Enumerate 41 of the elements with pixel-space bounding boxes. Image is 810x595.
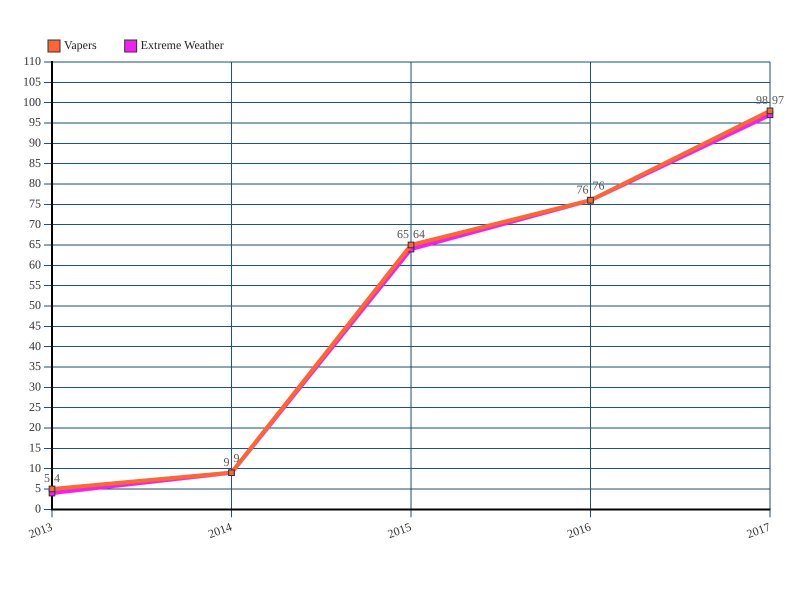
y-tick-label: 25 — [29, 400, 41, 414]
y-tick-label: 10 — [29, 460, 41, 475]
x-tick-label: 2017 — [744, 520, 772, 542]
y-tick-label: 30 — [29, 379, 41, 394]
data-label: 9 — [224, 454, 230, 469]
data-label: 5 — [44, 471, 50, 486]
y-tick-label: 105 — [23, 74, 41, 88]
y-tick-label: 20 — [29, 420, 41, 434]
point — [766, 107, 774, 114]
y-tick-label: 75 — [29, 196, 41, 210]
data-label: 97 — [772, 93, 784, 108]
y-tick-label: 15 — [29, 440, 41, 454]
x-tick-label: 2015 — [386, 520, 414, 542]
y-tick-label: 45 — [29, 318, 41, 332]
y-tick-label: 85 — [29, 156, 41, 170]
data-label: 64 — [413, 227, 425, 242]
legend-label: Extreme Weather — [140, 38, 224, 52]
y-tick-label: 60 — [29, 257, 41, 272]
point — [408, 242, 414, 248]
y-tick-label: 5 — [35, 481, 41, 496]
x-tick-label: 2016 — [565, 520, 593, 542]
y-tick-label: 100 — [23, 94, 41, 109]
y-tick-label: 95 — [29, 115, 41, 130]
x-tick-label: 2014 — [206, 520, 234, 542]
data-label: 9 — [234, 450, 240, 465]
y-tick-label: 55 — [29, 278, 41, 292]
y-tick-label: 110 — [23, 54, 41, 68]
data-label: 65 — [397, 227, 409, 242]
y-tick-label: 70 — [29, 216, 41, 231]
y-tick-label: 80 — [29, 176, 41, 190]
data-label: 76 — [576, 182, 588, 196]
y-tick-label: 65 — [29, 237, 41, 252]
y-tick-label: 0 — [35, 501, 41, 516]
data-label: 4 — [54, 471, 60, 486]
point — [48, 486, 56, 492]
x-tick-label: 2013 — [26, 520, 54, 542]
y-tick-label: 40 — [29, 338, 41, 353]
y-tick-label: 35 — [29, 359, 41, 374]
y-tick-label: 90 — [29, 135, 41, 150]
y-tick-label: 50 — [29, 298, 41, 312]
legend-label: Vapers — [64, 38, 97, 52]
